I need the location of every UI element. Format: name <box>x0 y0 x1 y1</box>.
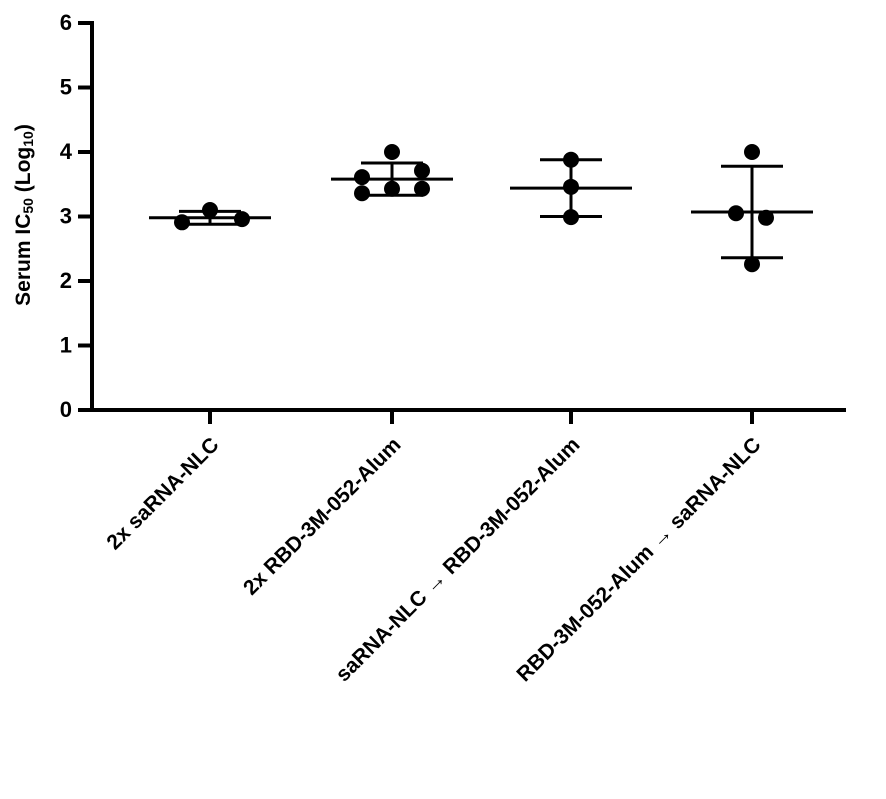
y-label-sub: 10 <box>20 131 36 147</box>
data-point <box>744 144 760 160</box>
data-point <box>744 256 760 273</box>
y-label-part: ) <box>12 124 35 131</box>
data-point <box>563 209 579 226</box>
data-point <box>234 211 250 228</box>
data-point <box>384 180 400 197</box>
data-point <box>563 151 579 168</box>
y-tick-label: 5 <box>60 74 72 99</box>
x-tick-label: 2x RBD-3M-052-Alum <box>239 433 405 599</box>
data-point <box>728 205 744 222</box>
data-point <box>354 169 370 186</box>
data-point <box>354 185 370 202</box>
data-point <box>202 202 218 219</box>
y-tick-label: 0 <box>60 397 72 422</box>
data-point <box>563 178 579 195</box>
y-tick-label: 2 <box>60 268 72 293</box>
data-point <box>414 180 430 197</box>
y-tick-label: 3 <box>60 203 72 228</box>
y-label-sub: 50 <box>20 198 36 214</box>
x-tick-label: 2x saRNA-NLC <box>102 433 223 554</box>
y-label-part: (Log <box>12 147 35 198</box>
data-point <box>758 209 774 226</box>
y-axis-label: Serum IC50 (Log10) <box>12 124 36 306</box>
y-tick-label: 6 <box>60 10 72 35</box>
y-tick-label: 4 <box>60 139 73 164</box>
y-tick-label: 1 <box>60 332 72 357</box>
y-label-part: Serum IC <box>12 214 35 306</box>
data-point <box>384 144 400 160</box>
data-point <box>174 214 190 231</box>
data-point <box>414 162 430 179</box>
